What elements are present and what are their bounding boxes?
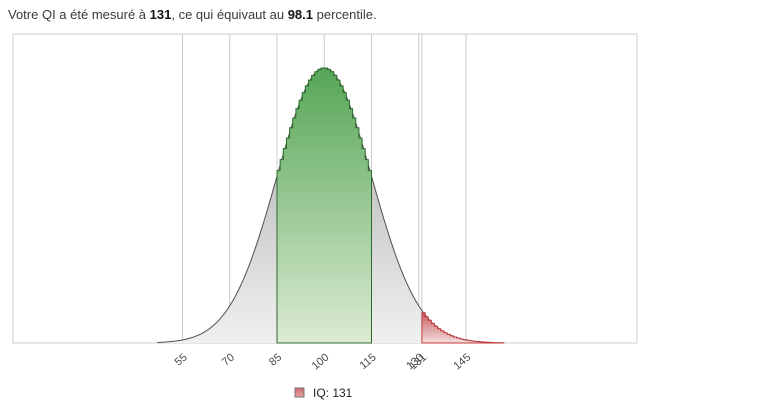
x-axis-label-115: 115 [358,351,379,371]
average-band-area [276,67,372,344]
summary-text-suffix: percentile. [313,7,377,22]
legend-swatch-icon [294,387,305,398]
x-axis-label-85: 85 [267,351,284,368]
x-axis-label-100: 100 [310,351,332,372]
percentile-value: 98.1 [287,7,314,22]
legend-label: IQ: 131 [313,386,353,400]
x-axis-label-145: 145 [451,351,473,372]
legend-item-iq[interactable]: IQ: 131 [294,386,353,400]
x-axis-label-55: 55 [173,351,190,368]
above-score-area [421,312,505,344]
result-summary: Votre QI a été mesuré à 131, ce qui équi… [8,6,377,23]
iq-value: 131 [149,7,172,22]
x-axis-label-70: 70 [220,351,237,368]
summary-text-prefix: Votre QI a été mesuré à [8,7,150,22]
summary-text-middle: , ce qui équivaut au [171,7,288,22]
